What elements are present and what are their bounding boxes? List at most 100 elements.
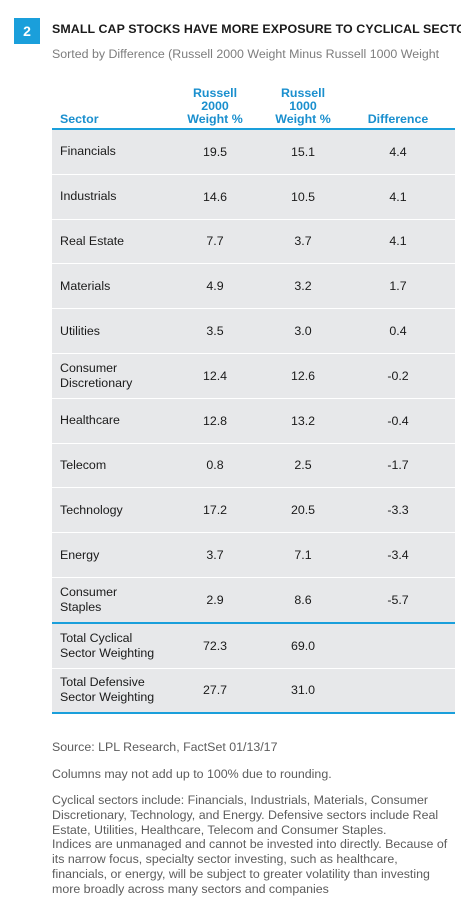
row-divider: [52, 442, 455, 444]
difference-cell: 1.7: [389, 279, 407, 294]
russell-2000-weight-cell: 2.9: [206, 592, 224, 607]
column-header-line: Russell: [280, 86, 326, 100]
difference-cell: 4.1: [389, 189, 407, 204]
column-header-line: 1000: [289, 99, 317, 113]
totals-rule: [52, 621, 455, 624]
russell-2000-weight-cell: 7.7: [206, 234, 224, 249]
column-header-line: Weight %: [187, 112, 243, 126]
sector-name-line: Sector Weighting: [60, 690, 155, 705]
sector-name-cell: Utilities: [60, 324, 175, 339]
row-divider: [52, 397, 455, 399]
russell-2000-weight-cell: 4.9: [206, 279, 224, 294]
difference-cell: 0.4: [389, 324, 407, 339]
sector-name-cell: Industrials: [60, 189, 175, 204]
table-row: Industrials 14.6 10.5 4.1: [52, 174, 455, 219]
sector-name-line: Consumer: [60, 360, 118, 375]
table-body: Financials 19.5 15.1 4.4 Industrials 14.6 10.5…: [52, 130, 455, 622]
sector-name-line: Industrials: [60, 189, 117, 204]
row-divider: [52, 263, 455, 265]
sector-name-line: Total Defensive: [60, 675, 145, 690]
russell-1000-weight-cell: 2.5: [294, 458, 312, 473]
difference-cell: -0.4: [387, 413, 409, 428]
sector-name-cell: Consumer Discretionary: [60, 361, 175, 391]
russell-1000-weight-cell: 3.7: [294, 234, 312, 249]
bottom-rule: [52, 712, 455, 715]
russell-1000-weight-cell: 3.2: [294, 279, 312, 294]
table-row: Consumer Staples 2.9 8.6 -5.7: [52, 577, 455, 622]
difference-cell: 4.1: [389, 234, 407, 249]
sector-weight-table: Sector Russell 2000 Weight % Russell 100…: [52, 78, 455, 715]
table-row: Financials 19.5 15.1 4.4: [52, 130, 455, 174]
row-divider: [52, 576, 455, 578]
sector-name-line: Consumer: [60, 584, 118, 599]
russell-1000-weight-cell: 3.0: [294, 324, 312, 339]
header-rule: [52, 128, 455, 130]
sector-name-line: Discretionary: [60, 375, 133, 390]
table-row: Technology 17.2 20.5 -3.3: [52, 488, 455, 533]
sector-name-line: Total Cyclical: [60, 630, 133, 645]
sector-name-line: Staples: [60, 599, 102, 614]
difference-cell: -5.7: [387, 592, 409, 607]
sector-name-cell: Materials: [60, 279, 175, 294]
russell-2000-weight-cell: 72.3: [202, 638, 228, 653]
sector-name-line: Real Estate: [60, 233, 125, 248]
sector-name-line: Materials: [60, 278, 111, 293]
column-header-line: Russell: [192, 86, 238, 100]
column-header-russell-2000: Russell 2000 Weight %: [170, 87, 260, 126]
column-header-line: 2000: [201, 99, 229, 113]
sector-name-cell: Financials: [60, 144, 175, 159]
russell-1000-weight-cell: 13.2: [290, 413, 316, 428]
russell-2000-weight-cell: 12.4: [202, 368, 228, 383]
russell-2000-weight-cell: 17.2: [202, 503, 228, 518]
russell-1000-weight-cell: 12.6: [290, 368, 316, 383]
column-header-difference: Difference: [367, 112, 429, 126]
table-row: Materials 4.9 3.2 1.7: [52, 264, 455, 309]
source-note: Source: LPL Research, FactSet 01/13/17: [52, 740, 278, 754]
sector-name-line: Telecom: [60, 457, 107, 472]
russell-2000-weight-cell: 0.8: [206, 458, 224, 473]
russell-1000-weight-cell: 10.5: [290, 189, 316, 204]
table-row: Total Cyclical Sector Weighting 72.3 69.0: [52, 623, 455, 668]
sector-name-cell: Energy: [60, 548, 175, 563]
sector-name-cell: Technology: [60, 503, 175, 518]
russell-1000-weight-cell: 31.0: [290, 683, 316, 698]
row-divider: [52, 218, 455, 220]
table-row: Healthcare 12.8 13.2 -0.4: [52, 398, 455, 443]
table-row: Energy 3.7 7.1 -3.4: [52, 533, 455, 577]
table-row: Telecom 0.8 2.5 -1.7: [52, 443, 455, 488]
column-header-russell-1000: Russell 1000 Weight %: [258, 87, 348, 126]
russell-1000-weight-cell: 8.6: [294, 592, 312, 607]
sector-name-cell: Healthcare: [60, 413, 175, 428]
figure-number-badge: 2: [14, 18, 40, 44]
column-header-sector: Sector: [60, 112, 99, 126]
sector-name-line: Utilities: [60, 323, 100, 338]
row-divider: [52, 487, 455, 489]
sector-name-cell: Consumer Staples: [60, 585, 175, 615]
russell-2000-weight-cell: 14.6: [202, 189, 228, 204]
difference-cell: -3.4: [387, 548, 409, 563]
row-divider: [52, 667, 455, 669]
sector-name-line: Sector Weighting: [60, 645, 155, 660]
figure-title: SMALL CAP STOCKS HAVE MORE EXPOSURE TO C…: [52, 22, 461, 36]
row-divider: [52, 308, 455, 310]
sector-definition-note: Cyclical sectors include: Financials, In…: [52, 793, 439, 837]
russell-2000-weight-cell: 3.7: [206, 548, 224, 563]
disclaimer-note: Indices are unmanaged and cannot be inve…: [52, 837, 448, 896]
sector-name-line: Technology: [60, 502, 123, 517]
column-header-line: Weight %: [275, 112, 331, 126]
russell-2000-weight-cell: 3.5: [206, 324, 224, 339]
sector-name-line: Healthcare: [60, 413, 120, 428]
russell-2000-weight-cell: 12.8: [202, 413, 228, 428]
table-header: Sector Russell 2000 Weight % Russell 100…: [52, 78, 455, 130]
rounding-note: Columns may not add up to 100% due to ro…: [52, 767, 332, 781]
difference-cell: -0.2: [387, 368, 409, 383]
russell-1000-weight-cell: 20.5: [290, 503, 316, 518]
sector-name-line: Energy: [60, 547, 100, 562]
sector-name-cell: Total Cyclical Sector Weighting: [60, 631, 175, 661]
difference-cell: 4.4: [389, 144, 407, 159]
russell-2000-weight-cell: 27.7: [202, 683, 228, 698]
row-divider: [52, 352, 455, 354]
row-divider: [52, 532, 455, 534]
table-row: Consumer Discretionary 12.4 12.6 -0.2: [52, 353, 455, 398]
russell-1000-weight-cell: 7.1: [294, 548, 312, 563]
